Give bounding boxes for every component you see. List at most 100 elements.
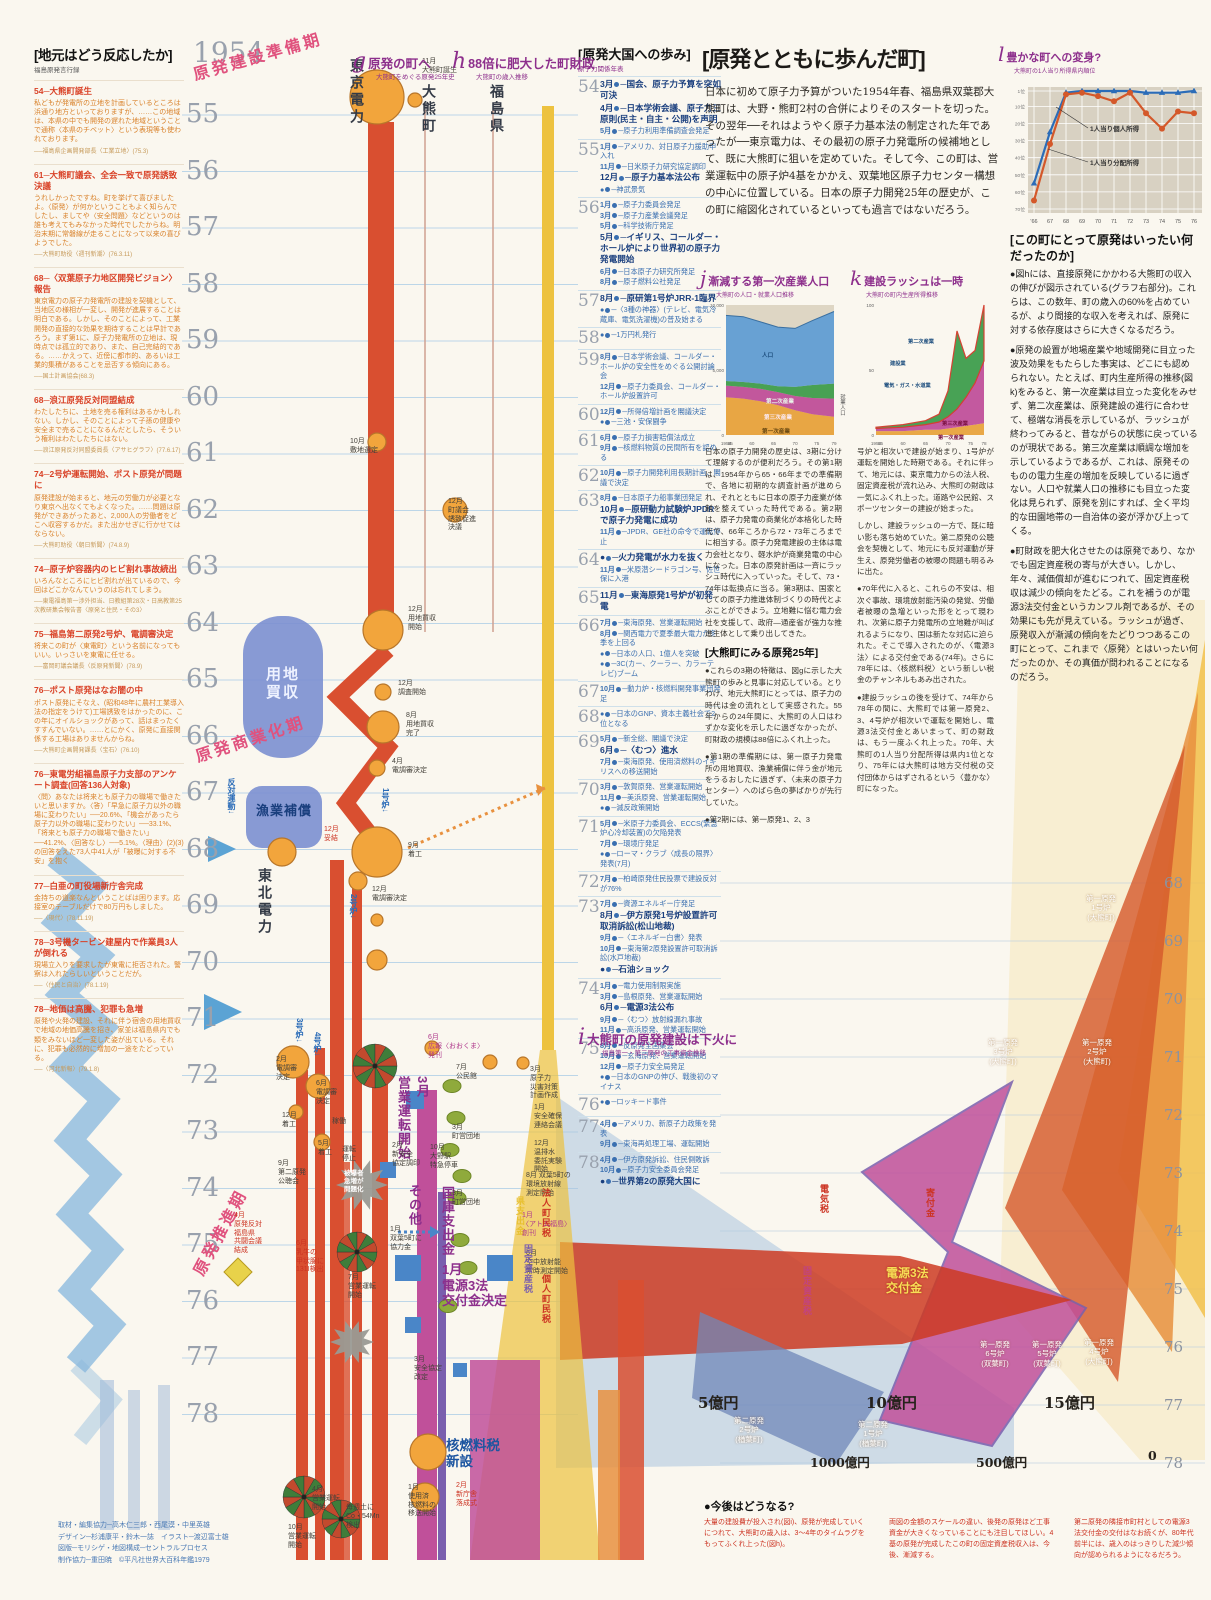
chron-year-block: 59 8月 ─日本学術会議、コールダー・ホール炉の安全性をめぐる公開討論会 12月 ─原… xyxy=(578,349,721,402)
quote-year-title: 76─東電労組福島原子力支部のアンケート調査(回答136人対象) xyxy=(34,768,177,791)
svg-text:60: 60 xyxy=(749,441,755,446)
svg-text:'66: '66 xyxy=(1030,219,1037,225)
quote-body: 東京電力の原子力発電所の建設を契機として、当地区の様相が一変し、開発が進展するこ… xyxy=(34,298,181,369)
article-column-c: [この町にとって原発はいったい何だったのか] ●図hには、直接原発にかかわる大熊町… xyxy=(1010,232,1198,1032)
annotation-tax: 固定資産税 xyxy=(802,1266,812,1316)
chron-items: 8月 ─反原発全国集会 10月 ─玄海原発、営業運転開始 12月 ─原子力安全局発足 ● ─日… xyxy=(600,1041,721,1093)
quote-body: いろんなところにヒビ割れが出ているので、今回はどこかなんていうのは忘れてしまう。 xyxy=(34,578,181,595)
credit-line: 取材・編集協力─高木仁三郎・西尾漠・中里英雄 xyxy=(58,1522,210,1529)
chron-item: 12月 ─所得倍増計画を閣議決定 xyxy=(600,406,707,416)
chron-year-block: 64 ● ─火力発電が水力を抜く 11月 ─米原潜シードラゴン号、佐世保に入港 xyxy=(578,549,721,584)
chron-year: 72 xyxy=(578,872,600,893)
annotation-m: 10月 営業運転 開始 xyxy=(288,1524,316,1549)
quote-year-title: 76─ポスト原発はなお闇の中 xyxy=(34,685,143,696)
left-panel-title: [地元はどう反応したか] xyxy=(34,48,173,63)
svg-text:40位: 40位 xyxy=(1015,155,1025,162)
annotation-m: 7月 公民館 xyxy=(456,1064,477,1080)
chart-j-title: 漸減する第一次産業人口 xyxy=(708,276,830,288)
chron-items: ● ─火力発電が水力を抜く 11月 ─米原潜シードラゴン号、佐世保に入港 xyxy=(600,552,721,584)
annotation-m: 1月 安全確保 連絡会議 xyxy=(534,1104,562,1129)
article-column-b: 号炉と相次いで建設が始まり、1号炉が運転を開始した時期である。それに伴って、地元… xyxy=(857,446,994,1036)
chron-items: 1月 ─アメリカ、対日原子力援助申入れ 11月 ─日米原子力研究協定調印 12月 ─原子力… xyxy=(600,142,721,195)
chron-item: 11月 ─東海原発1号炉が初発電 xyxy=(600,589,713,611)
chron-items: 8月 ─日本原子力船事業団発足 10月 ─原研動力試験炉JPDRで原子力発電に成功 11… xyxy=(600,493,721,547)
chron-item: 5月 ─原子力利用準備調査会発足 xyxy=(600,126,710,136)
annotation-m: 9月 着工 xyxy=(408,842,422,858)
chron-item: 3月 ─敦賀原発、営業運転開始 xyxy=(600,782,703,792)
chron-item: ● ─火力発電が水力を抜く xyxy=(600,552,705,563)
quote-source: ──富岡町議会議長〈反原発新聞〉(78.9) xyxy=(34,664,143,671)
chron-item: 5月 ─イギリス、コールダー・ホール炉により世界初の原子力発電開始 xyxy=(600,231,721,265)
svg-text:78: 78 xyxy=(981,441,987,446)
timeline-start-year: 1954 xyxy=(193,36,265,69)
chron-year-block: 78 4月 ─伊方原発訴訟、住民側敗訴 10月 ─原子力安全委員会発足 ● ─世界第2の原発… xyxy=(578,1151,721,1188)
chron-year-block: 60 12月 ─所得倍増計画を閣議決定 ● ─三池・安保闘争 xyxy=(578,403,721,428)
svg-text:第一次産業: 第一次産業 xyxy=(938,433,965,441)
quote-entry: 78─3号機タービン建屋内で作業員3人が倒れる 現場立入りを要求したが東電に拒否さ… xyxy=(34,931,184,989)
svg-text:73: 73 xyxy=(1143,219,1149,225)
section-g-subtitle: 大熊町をめぐる原発25年史 xyxy=(376,74,455,82)
chron-year-block: 68 ● ─日本のGNP、資本主義社会で2位となる xyxy=(578,706,721,729)
chronology-title: [原発大国への歩み] xyxy=(578,47,691,62)
chart-k-title: 建設ラッシュは一時 xyxy=(864,276,964,288)
annotation-ent: 東京電力 xyxy=(348,58,364,126)
quote-entry: 78─地価は高騰、犯罪も急増 原発や火発の建設、それに伴う宿舎の用地買収で地域の地… xyxy=(34,998,184,1073)
quote-body: 現場立入りを要求したが東電に拒否された。警察は入れたらしいということだが。 xyxy=(34,962,181,979)
chron-year-block: 58 ● ─1万円札発行 xyxy=(578,327,721,347)
timeline-year-label: 67 xyxy=(186,777,220,807)
chart-j-population: j 漸減する第一次産業人口 大熊町の人口・就業人口推移 10,000 5,000 0 19… xyxy=(700,266,848,454)
chron-item: 12月 ─原子力安全局発足 xyxy=(600,1061,685,1071)
annotation-bigy: 電源3法 交付金 xyxy=(886,1266,929,1295)
chron-year-block: 65 11月 ─東海原発1号炉が初発電 xyxy=(578,586,721,614)
chron-item: ● ─1万円札発行 xyxy=(600,330,657,340)
annotation-ent: 福島県 xyxy=(488,84,504,135)
chron-item: 11月 ─美浜原発、営業運転開始 xyxy=(600,792,706,802)
chron-item: ● ─〈3種の神器〉(テレビ、電気冷蔵庫、電気洗濯機)の普及始まる xyxy=(600,305,717,324)
chron-item: 10月 ─原子力開発利用長期計画、閣議で決定 xyxy=(600,468,721,487)
chron-item: 1月 ─電力使用制限実施 xyxy=(600,981,681,991)
annotation-ent: 大熊町 xyxy=(420,84,436,135)
chart-l-plot: '66 67 68 69 70 71 72 73 74 75 76 1位 10位 20位 30位 40位 50位… xyxy=(1015,87,1202,225)
timeline-year-label: 71 xyxy=(186,1003,220,1033)
annotation-axb: 15億円 xyxy=(1044,1394,1095,1412)
chron-year: 67 xyxy=(578,682,600,703)
svg-text:電気・ガス・水道業: 電気・ガス・水道業 xyxy=(884,381,932,389)
right-axis-year: 69 xyxy=(1164,932,1184,950)
timeline-year-label: 73 xyxy=(186,1116,220,1146)
svg-text:1954: 1954 xyxy=(721,441,732,446)
timeline-year-label: 69 xyxy=(186,890,220,920)
chart-l-subtitle: 大熊町の1人当り所得県内順位 xyxy=(1014,69,1096,75)
chart-k-production: k 建設ラッシュは一時 大熊町の町内生産所得推移 100 50 0 1954 55 60 65 7… xyxy=(850,266,998,454)
credit-line: 図版─モリシゲ・地図構成─セントラルプロセス xyxy=(58,1545,208,1553)
quote-year-title: 61─大熊町議会、全会一致で原発誘致決議 xyxy=(34,169,177,191)
annotation-tax: 固定資産税 xyxy=(523,1244,533,1294)
annotation-m: 4月 営業運転 開始 xyxy=(312,1486,340,1511)
quote-year-title: 78─地価は高騰、犯罪も急増 xyxy=(34,1004,143,1015)
svg-text:65: 65 xyxy=(923,441,929,446)
annotation-m: 6月 電調審 決定 xyxy=(316,1080,337,1105)
svg-text:第二次産業: 第二次産業 xyxy=(765,397,794,405)
annotation-bv: 2号炉↓ xyxy=(349,894,358,919)
article-column-a: 日本の原子力開発の歴史は、3期に分けて理解するのが便利だろう。その第1期は、19… xyxy=(705,446,842,1036)
timeline-year-label: 62 xyxy=(186,494,220,525)
chron-year: 76 xyxy=(578,1095,600,1116)
chron-item: ● ─日本のGNP、資本主義社会で2位となる xyxy=(600,709,716,728)
annotation-ent: 東北電力 xyxy=(256,868,272,936)
chron-year-block: 73 7月 ─資源エネルギー庁発足 8月 ─伊方原発1号炉設置許可取消訴訟(松山地裁) 9… xyxy=(578,896,721,976)
chron-item: 4月 ─日本学術会議、原子力三原則(民主・自主・公開)を声明 xyxy=(600,102,721,125)
timeline-year-label: 61 xyxy=(186,438,220,468)
svg-text:55: 55 xyxy=(878,441,884,446)
annotation-m: 10月 敷地選定 xyxy=(350,438,378,454)
annotation-tax: 寄付金 xyxy=(925,1188,935,1218)
chron-item: ● ─石油ショック xyxy=(600,963,670,974)
section-i-header: i 大熊町の原発建設は下火に 福島第一・第二原発の工事資金推移 xyxy=(578,1025,737,1057)
annotation-pv: 3月 営業運転開始 xyxy=(396,1076,430,1160)
annotation-tax: 県支出金 xyxy=(515,1196,525,1236)
quote-source: ──福島県企画開発部長〈工業立地〉(75.3) xyxy=(34,148,149,155)
notes-heading: ●今後はどうなる? xyxy=(704,1501,795,1513)
svg-text:67: 67 xyxy=(1047,219,1053,225)
annotation-axs: 1000億円 xyxy=(810,1455,870,1470)
chron-items: 6月 ─原子力損害賠償法成立 9月 ─核燃料物質の民間所有を認める xyxy=(600,433,721,464)
svg-text:79: 79 xyxy=(831,441,837,446)
